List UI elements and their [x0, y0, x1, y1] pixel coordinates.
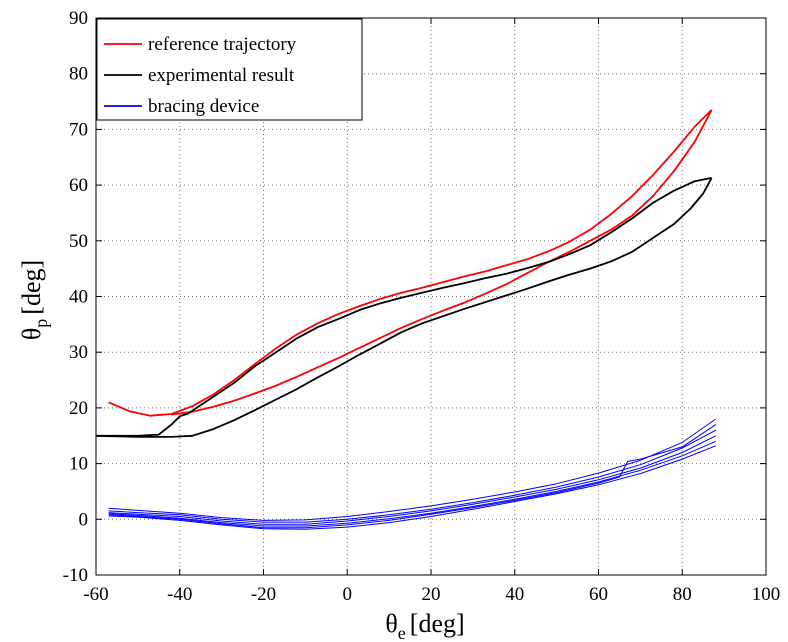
series-line-bracing-device — [108, 418, 717, 521]
x-tick-label: -60 — [83, 584, 108, 605]
legend-label-bracing-device: bracing device — [148, 96, 259, 117]
series-line-experimental-result — [96, 177, 712, 437]
y-tick-label: 90 — [69, 8, 88, 29]
series-line-bracing-device — [108, 435, 717, 525]
plot-lines — [95, 109, 717, 530]
series-line-reference-trajectory — [171, 109, 713, 416]
x-tick-label: 20 — [422, 584, 441, 605]
y-tick-label: 60 — [69, 175, 88, 196]
series-line-experimental-result — [95, 177, 713, 438]
series-line-reference-trajectory — [108, 109, 713, 417]
y-tick-label: 80 — [69, 64, 88, 85]
x-tick-label: 60 — [589, 584, 608, 605]
x-tick-label: 80 — [673, 584, 692, 605]
x-tick-label: 40 — [505, 584, 524, 605]
x-tick-label: -40 — [167, 584, 192, 605]
y-tick-label: 0 — [79, 509, 89, 530]
x-tick-label: -20 — [251, 584, 276, 605]
series-line-bracing-device — [108, 424, 717, 529]
series-line-bracing-device — [108, 445, 716, 530]
x-tick-label: 0 — [343, 584, 353, 605]
axis-ticks: -60 -40 -20 0 20 40 60 80 100 -10 0 10 20 30 40 50 60 70 8… — [63, 8, 781, 605]
y-axis-label: θp [deg] — [17, 260, 51, 340]
legend-box — [96, 18, 363, 121]
x-axis-label: θe [deg] — [385, 609, 464, 642]
x-axis-unit: [deg] — [410, 609, 465, 638]
x-axis-symbol: θ — [385, 609, 397, 638]
series-line-bracing-device — [108, 429, 717, 523]
y-tick-label: 40 — [69, 287, 88, 308]
y-axis-symbol: θ — [17, 328, 46, 340]
x-tick-label: 100 — [752, 584, 781, 605]
y-tick-label: 10 — [69, 454, 88, 475]
y-tick-label: 20 — [69, 398, 88, 419]
y-axis-unit: [deg] — [17, 260, 46, 315]
y-tick-label: 50 — [69, 231, 88, 252]
legend-label-experimental-result: experimental result — [148, 65, 295, 86]
x-axis-subscript: e — [398, 623, 406, 642]
legend: reference trajectory experimental result… — [96, 18, 363, 121]
legend-label-reference-trajectory: reference trajectory — [148, 34, 297, 55]
y-tick-label: 70 — [69, 119, 88, 140]
y-tick-label: -10 — [63, 565, 88, 586]
y-tick-label: 30 — [69, 342, 88, 363]
y-axis-subscript: p — [31, 319, 51, 328]
